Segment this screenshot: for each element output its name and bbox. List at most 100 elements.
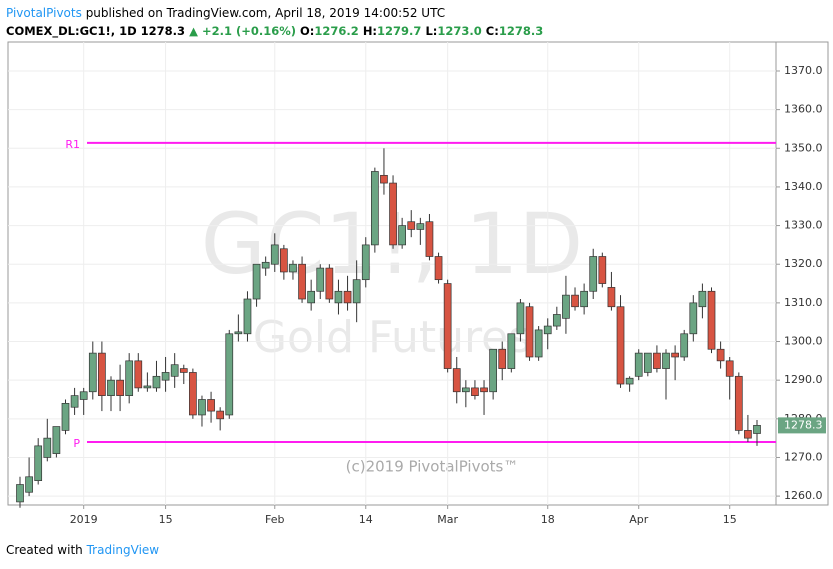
candle-body bbox=[571, 294, 579, 308]
candle-body bbox=[480, 387, 488, 393]
x-tick-label: 14 bbox=[359, 513, 373, 526]
candle-body bbox=[189, 372, 197, 416]
candle-body bbox=[471, 387, 479, 396]
x-tick-label: Feb bbox=[265, 513, 284, 526]
candle-body bbox=[734, 375, 743, 431]
candle-body bbox=[689, 302, 698, 335]
y-tick-label: 1320.0 bbox=[784, 257, 823, 270]
candle-body bbox=[116, 379, 124, 396]
candle-body bbox=[634, 352, 643, 377]
candle-body bbox=[234, 331, 243, 335]
candle-body bbox=[380, 174, 388, 184]
footer-text: Created with bbox=[6, 543, 83, 557]
candle-body bbox=[516, 302, 525, 335]
candle-body bbox=[507, 333, 516, 369]
candle-body bbox=[489, 348, 497, 393]
frame bbox=[7, 41, 829, 506]
candle-body bbox=[125, 360, 134, 396]
candle-body bbox=[443, 283, 452, 369]
candle-body bbox=[625, 377, 634, 385]
candle-body bbox=[16, 484, 24, 503]
candle-body bbox=[316, 267, 325, 292]
y-tick-label: 1340.0 bbox=[784, 180, 823, 193]
candle-body bbox=[261, 261, 270, 269]
symbol: COMEX_DL:GC1!, 1D bbox=[6, 24, 137, 38]
candle-body bbox=[207, 399, 215, 412]
y-tick-label: 1290.0 bbox=[784, 373, 823, 386]
candle-body bbox=[307, 290, 316, 304]
candle-body bbox=[107, 379, 115, 396]
candle-body bbox=[152, 375, 161, 389]
candle-body bbox=[552, 314, 561, 327]
candle-body bbox=[52, 426, 61, 454]
change: +2.1 (+0.16%) bbox=[201, 24, 297, 38]
candle-body bbox=[198, 399, 206, 416]
copyright: (c)2019 PivotalPivots™ bbox=[346, 458, 519, 476]
candle-body bbox=[389, 182, 397, 246]
candle-body bbox=[580, 290, 588, 308]
x-tick-label: Mar bbox=[437, 513, 458, 526]
candle-body bbox=[243, 298, 252, 335]
candle-body bbox=[498, 348, 507, 369]
c-label: C: bbox=[485, 24, 499, 38]
candle-body bbox=[662, 352, 670, 369]
candle-body bbox=[753, 425, 761, 434]
candle-body bbox=[716, 348, 725, 362]
candle-body bbox=[25, 476, 33, 493]
y-tick-label: 1270.0 bbox=[784, 450, 823, 463]
candle-body bbox=[289, 263, 297, 273]
candle-body bbox=[452, 368, 461, 393]
header: PivotalPivots published on TradingView.c… bbox=[6, 4, 543, 40]
low: 1273.0 bbox=[437, 24, 482, 38]
author[interactable]: PivotalPivots bbox=[6, 6, 82, 20]
candle-body bbox=[525, 306, 534, 358]
candle-body bbox=[70, 395, 79, 408]
candle-body bbox=[707, 290, 716, 350]
chart: GC1!, 1D Gold Futures (c)2019 PivotalPiv… bbox=[7, 41, 829, 526]
candle-body bbox=[598, 256, 607, 284]
candle-body bbox=[616, 306, 625, 385]
candle-body bbox=[143, 385, 152, 389]
footer: Created with TradingView bbox=[6, 543, 159, 557]
last: 1278.3 bbox=[140, 24, 186, 38]
candle-body bbox=[280, 248, 288, 273]
y-tick-label: 1370.0 bbox=[784, 64, 823, 77]
candle-body bbox=[61, 403, 70, 431]
candle-body bbox=[325, 267, 334, 300]
candle-body bbox=[725, 360, 734, 377]
candle-body bbox=[170, 364, 179, 377]
candle-body bbox=[334, 290, 343, 304]
x-tick-label: 18 bbox=[541, 513, 555, 526]
candle-body bbox=[34, 445, 43, 482]
candle-body bbox=[534, 329, 543, 358]
y-tick-label: 1350.0 bbox=[784, 141, 823, 154]
level-label: R1 bbox=[65, 138, 80, 151]
candle-body bbox=[643, 352, 652, 373]
watermark-name: Gold Futures bbox=[253, 312, 531, 363]
candle-body bbox=[270, 244, 279, 265]
close: 1278.3 bbox=[498, 24, 544, 38]
candle-body bbox=[434, 256, 443, 281]
candle-body bbox=[79, 391, 88, 400]
y-tick-label: 1360.0 bbox=[784, 103, 823, 116]
candle-body bbox=[461, 387, 470, 393]
candle-body bbox=[252, 263, 261, 300]
candle-body bbox=[343, 290, 352, 304]
candle-body bbox=[680, 333, 689, 358]
high: 1279.7 bbox=[377, 24, 422, 38]
y-tick-label: 1260.0 bbox=[784, 489, 823, 502]
candle-body bbox=[653, 352, 661, 369]
candle-body bbox=[425, 221, 434, 257]
o-label: O: bbox=[300, 24, 315, 38]
candle-body bbox=[88, 352, 97, 393]
brand[interactable]: TradingView bbox=[86, 543, 160, 557]
candle-body bbox=[407, 221, 416, 230]
candle-body bbox=[607, 287, 616, 308]
arrow: ▲ bbox=[189, 24, 198, 38]
candle-body bbox=[398, 225, 406, 246]
x-tick-label: Apr bbox=[629, 513, 649, 526]
candle-body bbox=[698, 290, 707, 308]
candle-body bbox=[371, 171, 379, 246]
candle-body bbox=[225, 333, 234, 416]
